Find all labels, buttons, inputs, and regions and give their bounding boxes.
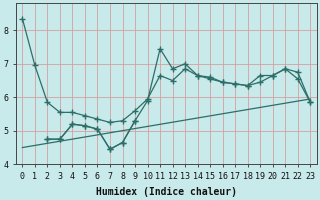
X-axis label: Humidex (Indice chaleur): Humidex (Indice chaleur) xyxy=(96,186,237,197)
